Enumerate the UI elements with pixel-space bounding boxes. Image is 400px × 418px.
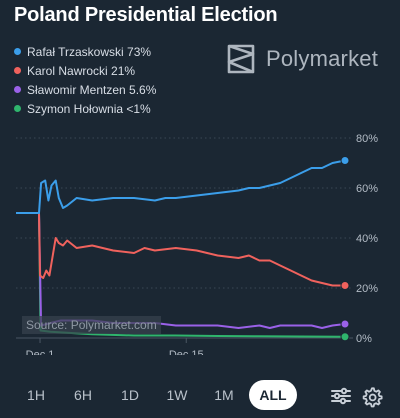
range-button-1d[interactable]: 1D [121, 387, 139, 403]
source-watermark: Source: Polymarket.com [22, 316, 161, 334]
x-tick-label: Dec 15 [169, 349, 204, 355]
sliders-icon[interactable] [330, 386, 352, 406]
legend-label: Szymon Hołownia <1% [27, 101, 151, 116]
range-button-6h[interactable]: 6H [74, 387, 92, 403]
series-end-point [340, 332, 350, 342]
legend-item: Sławomir Mentzen 5.6% [14, 80, 156, 99]
time-range-selector: 1H 6H 1D 1W 1M ALL [14, 380, 300, 410]
series-line-nawrocki [16, 212, 345, 287]
gear-icon[interactable] [361, 386, 383, 408]
legend-dot-icon [14, 86, 21, 93]
range-button-1w[interactable]: 1W [166, 387, 188, 403]
chart-title: Poland Presidential Election [14, 4, 278, 26]
x-tick-label: Dec 1 [26, 349, 55, 355]
brand-logo: Polymarket [224, 42, 378, 76]
legend-dot-icon [14, 105, 21, 112]
legend-label: Rafał Trzaskowski 73% [27, 44, 152, 59]
chart-plot: 80% 60% 40% 20% 0% Dec 1 Dec 15 [16, 133, 378, 355]
brand-name: Polymarket [266, 46, 379, 71]
y-tick-label: 20% [356, 283, 378, 295]
legend: Rafał Trzaskowski 73% Karol Nawrocki 21%… [14, 42, 156, 118]
series-line-trzaskowski [16, 159, 346, 214]
range-button-1h[interactable]: 1H [27, 387, 45, 403]
legend-item: Karol Nawrocki 21% [14, 61, 156, 80]
series-line-mentzen [16, 212, 346, 329]
range-button-1m[interactable]: 1M [214, 387, 234, 403]
legend-item: Szymon Hołownia <1% [14, 99, 156, 118]
legend-item: Rafał Trzaskowski 73% [14, 42, 156, 61]
y-tick-label: 60% [356, 183, 378, 195]
series-end-point [340, 319, 350, 329]
y-tick-label: 0% [356, 333, 372, 345]
series-end-point [340, 281, 350, 290]
legend-label: Sławomir Mentzen 5.6% [27, 82, 157, 97]
range-button-all[interactable]: ALL [249, 380, 297, 410]
legend-dot-icon [14, 48, 21, 55]
y-tick-label: 80% [356, 133, 378, 145]
legend-label: Karol Nawrocki 21% [27, 63, 136, 78]
y-tick-label: 40% [356, 233, 378, 245]
polymarket-logo-icon [227, 44, 255, 74]
series-end-point [340, 156, 350, 165]
legend-dot-icon [14, 67, 21, 74]
